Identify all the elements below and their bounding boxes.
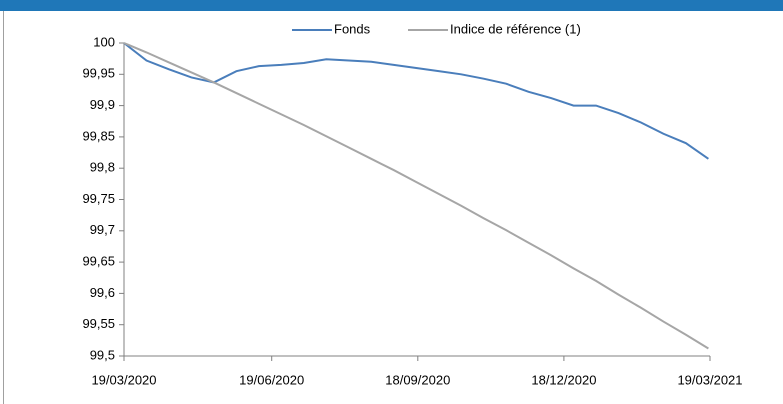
y-tick-label: 99,5 <box>90 347 115 362</box>
series-line <box>123 42 709 160</box>
x-tick-label: 18/09/2020 <box>385 372 450 387</box>
series-line <box>123 42 709 350</box>
x-tick-label: 19/03/2020 <box>91 372 156 387</box>
y-tick-label: 99,6 <box>90 285 115 300</box>
y-tick-label: 99,55 <box>82 316 115 331</box>
y-tick-label: 99,8 <box>90 160 115 175</box>
header-banner <box>0 0 783 11</box>
y-tick-label: 99,65 <box>82 254 115 269</box>
y-tick-label: 99,75 <box>82 191 115 206</box>
legend-label: Fonds <box>334 21 371 36</box>
y-tick-label: 99,7 <box>90 222 115 237</box>
x-tick-label: 19/06/2020 <box>239 372 304 387</box>
y-tick-label: 99,9 <box>90 97 115 112</box>
y-tick-label: 99,85 <box>82 128 115 143</box>
legend-label: Indice de référence (1) <box>450 21 581 36</box>
y-tick-label: 99,95 <box>82 66 115 81</box>
x-tick-label: 18/12/2020 <box>531 372 596 387</box>
y-tick-label: 100 <box>93 34 115 49</box>
x-tick-label: 19/03/2021 <box>677 372 742 387</box>
